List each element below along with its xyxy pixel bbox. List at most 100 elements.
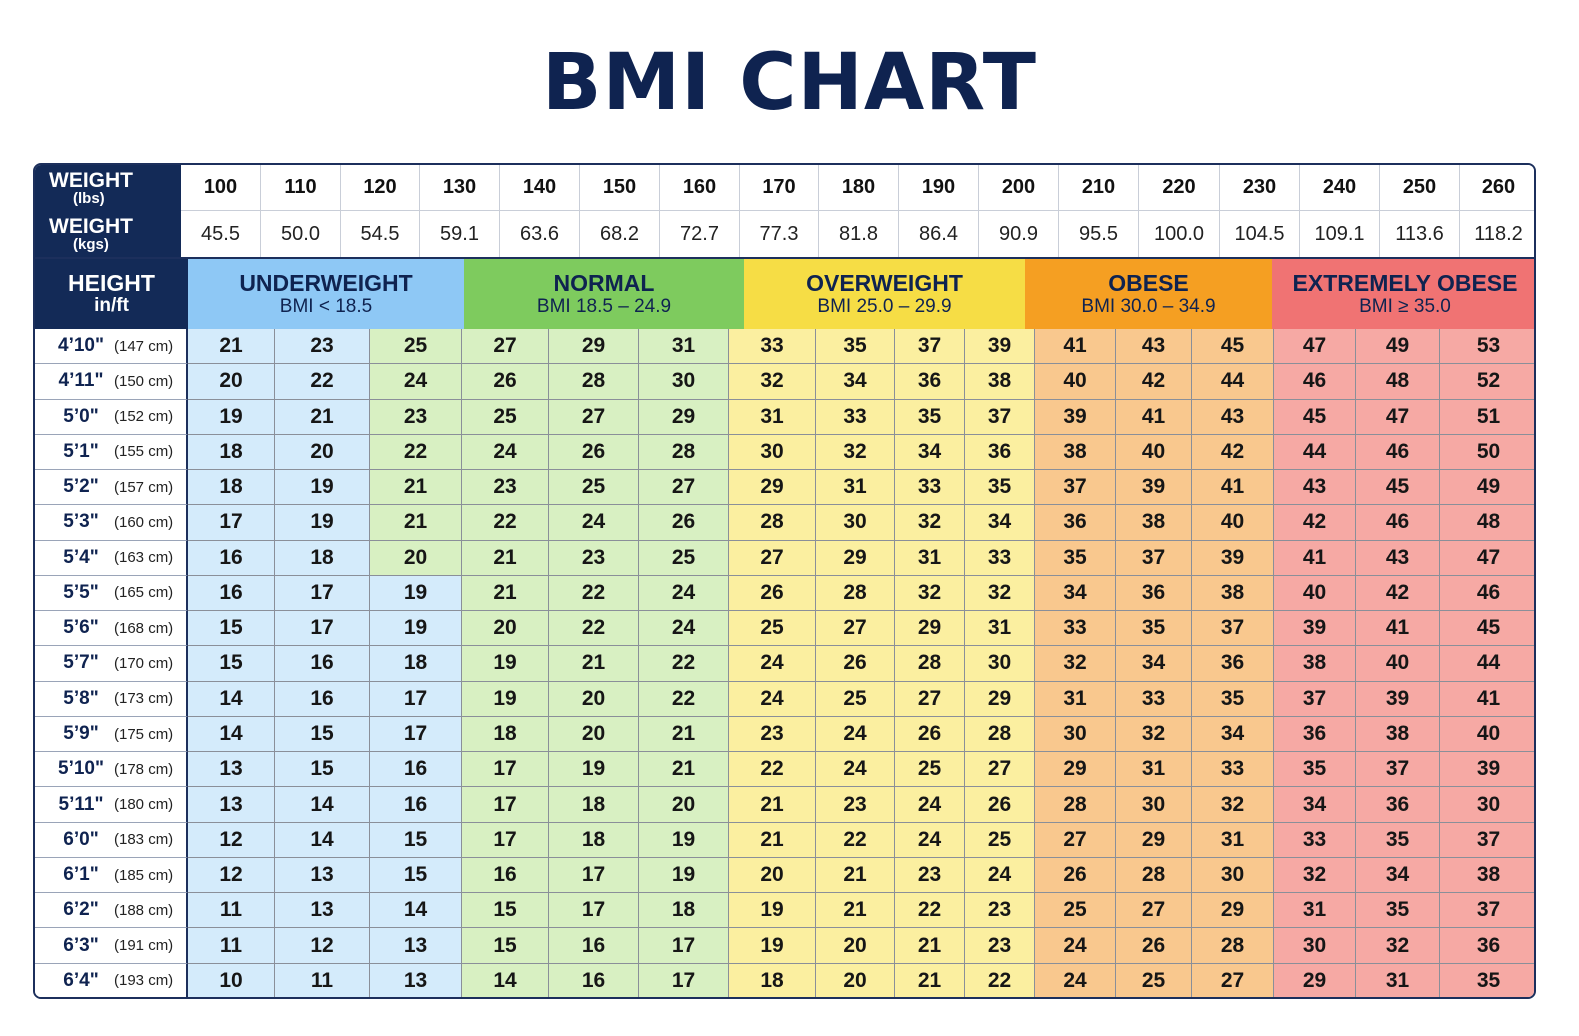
- height-cm: (157 cm): [114, 478, 174, 496]
- bmi-value: 35: [1192, 681, 1274, 717]
- bmi-value: 29: [1116, 822, 1192, 858]
- bmi-value: 26: [1116, 928, 1192, 964]
- bmi-value: 30: [1440, 787, 1534, 823]
- bmi-value: 36: [1116, 575, 1192, 612]
- weight-kgs-value: 104.5: [1220, 211, 1300, 257]
- bmi-value: 15: [370, 822, 462, 858]
- category-name: NORMAL: [553, 269, 655, 296]
- bmi-value: 45: [1356, 470, 1440, 506]
- height-ft: 4’10": [58, 335, 104, 357]
- height-ft: 5’6": [63, 617, 99, 639]
- bmi-value: 49: [1356, 329, 1440, 365]
- bmi-value: 17: [275, 611, 370, 647]
- bmi-value: 19: [549, 752, 639, 788]
- bmi-value: 17: [639, 928, 729, 964]
- bmi-value: 44: [1192, 364, 1274, 400]
- bmi-value: 29: [895, 611, 965, 647]
- bmi-value: 39: [1192, 540, 1274, 576]
- bmi-value: 43: [1192, 399, 1274, 435]
- bmi-value: 30: [1116, 787, 1192, 823]
- bmi-value: 37: [1274, 681, 1356, 717]
- bmi-value: 40: [1116, 434, 1192, 471]
- bmi-value: 23: [370, 399, 462, 435]
- bmi-value: 43: [1274, 470, 1356, 506]
- bmi-value: 37: [1440, 822, 1534, 858]
- weight-lbs-value: 150: [580, 165, 660, 211]
- height-ft: 5’0": [63, 405, 99, 427]
- weight-kgs-value: 50.0: [261, 211, 341, 257]
- bmi-value: 27: [1035, 822, 1116, 858]
- bmi-value: 34: [816, 364, 895, 400]
- bmi-value: 17: [549, 857, 639, 894]
- weight-lbs-value: 190: [899, 165, 979, 211]
- bmi-value: 15: [462, 893, 549, 929]
- bmi-value: 10: [188, 963, 275, 997]
- bmi-value: 29: [816, 540, 895, 576]
- bmi-value: 31: [639, 329, 729, 365]
- bmi-value: 24: [549, 505, 639, 541]
- bmi-value: 39: [1035, 399, 1116, 435]
- header-divider: [35, 257, 1534, 259]
- category-range: BMI < 18.5: [279, 296, 373, 318]
- bmi-value: 34: [965, 505, 1035, 541]
- bmi-value: 25: [729, 611, 816, 647]
- height-row-label: 5’9" (175 cm): [35, 716, 188, 753]
- bmi-value: 47: [1440, 540, 1534, 576]
- weight-kgs-value: 77.3: [740, 211, 819, 257]
- bmi-value: 51: [1440, 399, 1534, 435]
- bmi-value: 32: [816, 434, 895, 471]
- weight-lbs-value: 250: [1380, 165, 1460, 211]
- bmi-value: 38: [1035, 434, 1116, 471]
- weight-lbs-label: WEIGHT (lbs): [35, 165, 181, 211]
- bmi-value: 36: [1035, 505, 1116, 541]
- bmi-value: 15: [188, 611, 275, 647]
- bmi-value: 14: [370, 893, 462, 929]
- bmi-value: 45: [1274, 399, 1356, 435]
- bmi-value: 39: [1116, 470, 1192, 506]
- weight-kgs-value: 86.4: [899, 211, 979, 257]
- bmi-value: 28: [965, 716, 1035, 753]
- bmi-value: 32: [965, 575, 1035, 612]
- height-ft: 5’1": [63, 440, 99, 462]
- bmi-value: 25: [1116, 963, 1192, 997]
- weight-lbs-value: 120: [341, 165, 420, 211]
- height-ft: 5’5": [63, 581, 99, 603]
- bmi-value: 24: [1035, 928, 1116, 964]
- bmi-value: 30: [1274, 928, 1356, 964]
- bmi-value: 17: [549, 893, 639, 929]
- bmi-value: 13: [275, 857, 370, 894]
- bmi-value: 17: [188, 505, 275, 541]
- category-name: EXTREMELY OBESE: [1292, 269, 1518, 296]
- height-cm: (191 cm): [114, 937, 174, 955]
- bmi-value: 22: [639, 681, 729, 717]
- height-ft: 6’3": [63, 934, 99, 956]
- bmi-value: 35: [1356, 893, 1440, 929]
- bmi-value: 23: [965, 893, 1035, 929]
- bmi-value: 29: [1192, 893, 1274, 929]
- height-cm: (160 cm): [114, 513, 174, 531]
- bmi-value: 19: [462, 646, 549, 682]
- weight-kgs-title: WEIGHT: [49, 215, 133, 238]
- height-cm: (152 cm): [114, 408, 174, 426]
- bmi-value: 48: [1440, 505, 1534, 541]
- bmi-value: 17: [370, 716, 462, 753]
- bmi-value: 24: [729, 681, 816, 717]
- bmi-value: 38: [1116, 505, 1192, 541]
- bmi-value: 34: [1116, 646, 1192, 682]
- bmi-value: 24: [816, 752, 895, 788]
- bmi-value: 18: [188, 434, 275, 471]
- bmi-value: 33: [1116, 681, 1192, 717]
- bmi-value: 33: [729, 329, 816, 365]
- bmi-value: 25: [462, 399, 549, 435]
- bmi-value: 24: [639, 611, 729, 647]
- bmi-value: 20: [462, 611, 549, 647]
- bmi-value: 14: [462, 963, 549, 997]
- weight-kgs-label: WEIGHT (kgs): [35, 211, 181, 257]
- category-name: OVERWEIGHT: [806, 269, 963, 296]
- bmi-value: 38: [1274, 646, 1356, 682]
- bmi-value: 30: [816, 505, 895, 541]
- bmi-value: 24: [462, 434, 549, 471]
- bmi-value: 17: [370, 681, 462, 717]
- height-cm: (168 cm): [114, 619, 174, 637]
- category-extremely-obese: EXTREMELY OBESE BMI ≥ 35.0: [1272, 259, 1534, 329]
